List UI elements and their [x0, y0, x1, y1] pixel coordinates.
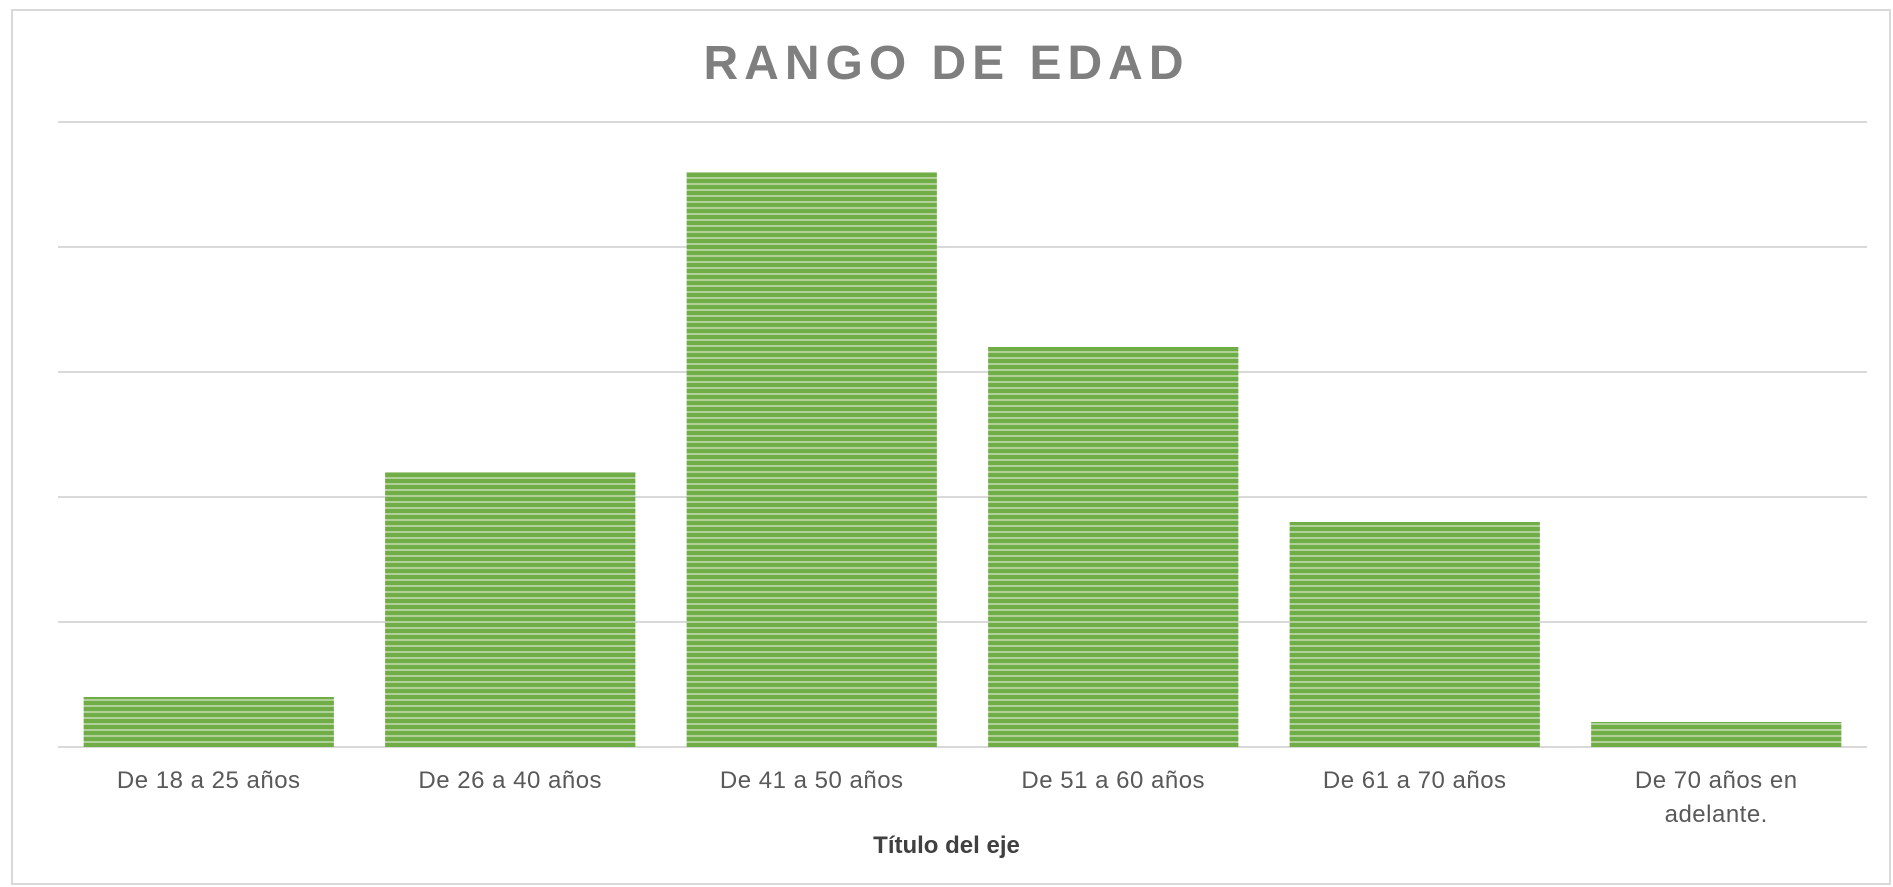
x-tick-label: De 61 a 70 años	[1322, 767, 1507, 794]
bar	[686, 172, 937, 747]
x-tick-label: De 18 a 25 años	[116, 767, 301, 794]
chart-border	[11, 9, 1891, 885]
x-tick-label: De 70 años en adelante.	[1634, 767, 1798, 828]
x-axis-title: Título del eje	[873, 832, 1020, 859]
x-tick-label: De 51 a 60 años	[1021, 767, 1206, 794]
chart-title: RANGO DE EDAD	[703, 37, 1190, 90]
x-tick-label: De 41 a 50 años	[719, 767, 904, 794]
bar	[385, 472, 636, 747]
bar	[1591, 722, 1842, 747]
bar	[83, 697, 334, 747]
bar	[1289, 522, 1540, 747]
bar	[988, 347, 1239, 747]
x-tick-label: De 26 a 40 años	[418, 767, 603, 794]
